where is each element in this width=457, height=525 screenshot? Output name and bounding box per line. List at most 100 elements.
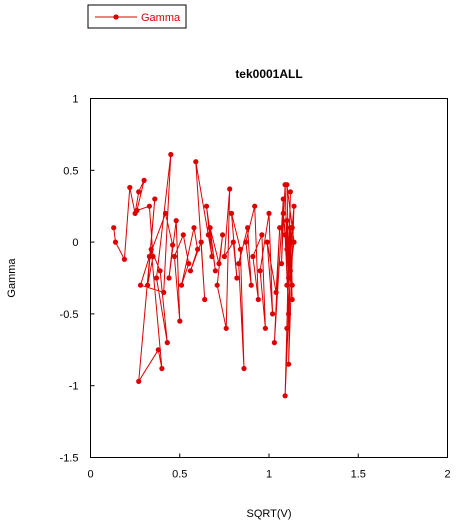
data-point xyxy=(289,296,295,303)
data-point xyxy=(245,225,251,231)
data-point xyxy=(209,253,215,260)
data-point xyxy=(195,246,201,252)
x-tick-label: 1 xyxy=(266,469,272,481)
data-point xyxy=(171,253,177,260)
data-point xyxy=(170,242,176,248)
data-point xyxy=(284,325,290,331)
data-point xyxy=(121,256,127,262)
data-point xyxy=(280,196,286,202)
x-tick-label: 1.5 xyxy=(351,469,366,481)
x-tick-label: 0 xyxy=(87,469,93,481)
data-point xyxy=(221,253,227,260)
data-point xyxy=(111,225,117,231)
legend-label: Gamma xyxy=(141,12,181,24)
data-point xyxy=(286,253,292,260)
data-point xyxy=(280,210,286,216)
data-point xyxy=(257,268,263,274)
data-point xyxy=(255,296,261,303)
data-point xyxy=(205,232,211,238)
data-point xyxy=(289,282,295,288)
data-point xyxy=(291,239,297,245)
y-tick-label: 1 xyxy=(72,94,78,106)
data-point xyxy=(212,268,218,274)
data-point xyxy=(137,282,144,288)
data-point xyxy=(264,239,270,245)
data-point xyxy=(148,246,154,252)
data-point xyxy=(262,325,268,331)
data-point xyxy=(230,239,236,245)
data-point xyxy=(161,289,167,295)
data-point xyxy=(157,268,163,274)
data-point xyxy=(145,282,151,288)
data-point xyxy=(202,296,208,303)
data-point xyxy=(278,261,285,267)
data-point xyxy=(236,261,242,267)
data-point xyxy=(237,246,243,252)
data-point xyxy=(136,189,142,195)
data-point xyxy=(159,365,165,372)
data-point xyxy=(252,203,258,209)
y-axis: 1 0.5 0 -0.5 -1 -1.5 xyxy=(60,94,95,465)
data-point xyxy=(146,203,152,209)
data-point xyxy=(198,239,204,245)
data-point xyxy=(193,159,199,165)
data-point xyxy=(287,225,293,231)
data-point xyxy=(155,347,161,353)
data-point xyxy=(286,239,292,245)
data-point xyxy=(127,184,133,191)
data-point xyxy=(214,282,220,288)
data-point xyxy=(207,225,213,231)
data-point xyxy=(112,239,119,245)
data-point xyxy=(191,225,197,231)
data-point xyxy=(284,218,290,224)
data-point xyxy=(227,186,233,192)
data-point xyxy=(287,189,293,195)
data-point xyxy=(286,275,292,281)
data-point xyxy=(186,261,192,267)
data-point xyxy=(234,275,240,281)
y-tick-label: -1.5 xyxy=(60,453,79,465)
data-point xyxy=(243,239,249,245)
data-point xyxy=(136,378,142,384)
data-point xyxy=(248,282,254,288)
y-tick-label: 0 xyxy=(72,237,78,249)
data-point xyxy=(241,365,247,372)
data-point xyxy=(228,210,235,216)
data-point xyxy=(266,210,272,216)
chart-title: tek0001ALL xyxy=(235,67,302,81)
data-point xyxy=(216,261,222,267)
data-point xyxy=(220,232,226,238)
data-point xyxy=(282,232,288,238)
data-point xyxy=(270,311,276,317)
x-tick-label: 2 xyxy=(444,469,450,481)
data-point xyxy=(162,210,169,216)
data-point xyxy=(177,318,183,324)
x-axis: 0 0.5 1 1.5 2 xyxy=(87,453,451,481)
data-point xyxy=(168,151,174,158)
y-tick-label: -0.5 xyxy=(60,309,79,321)
data-point xyxy=(187,268,194,274)
data-point xyxy=(284,282,290,288)
legend-marker xyxy=(113,14,119,20)
data-point xyxy=(178,282,185,288)
legend: Gamma xyxy=(87,4,187,29)
data-point xyxy=(291,203,297,209)
data-point xyxy=(286,361,292,367)
data-point xyxy=(273,289,279,295)
data-point xyxy=(287,268,293,274)
data-point xyxy=(277,225,283,231)
data-point xyxy=(271,340,277,346)
y-tick-label: 0.5 xyxy=(63,165,78,177)
data-point xyxy=(284,182,290,188)
data-point xyxy=(166,275,172,281)
x-axis-title: SQRT(V) xyxy=(246,508,291,520)
series-gamma xyxy=(111,151,297,399)
data-point xyxy=(203,203,210,209)
data-point xyxy=(180,232,186,238)
data-point xyxy=(173,218,179,224)
data-point xyxy=(223,325,229,331)
data-point xyxy=(282,393,288,399)
data-point xyxy=(286,311,292,317)
data-point xyxy=(153,275,160,281)
data-point xyxy=(134,207,140,214)
